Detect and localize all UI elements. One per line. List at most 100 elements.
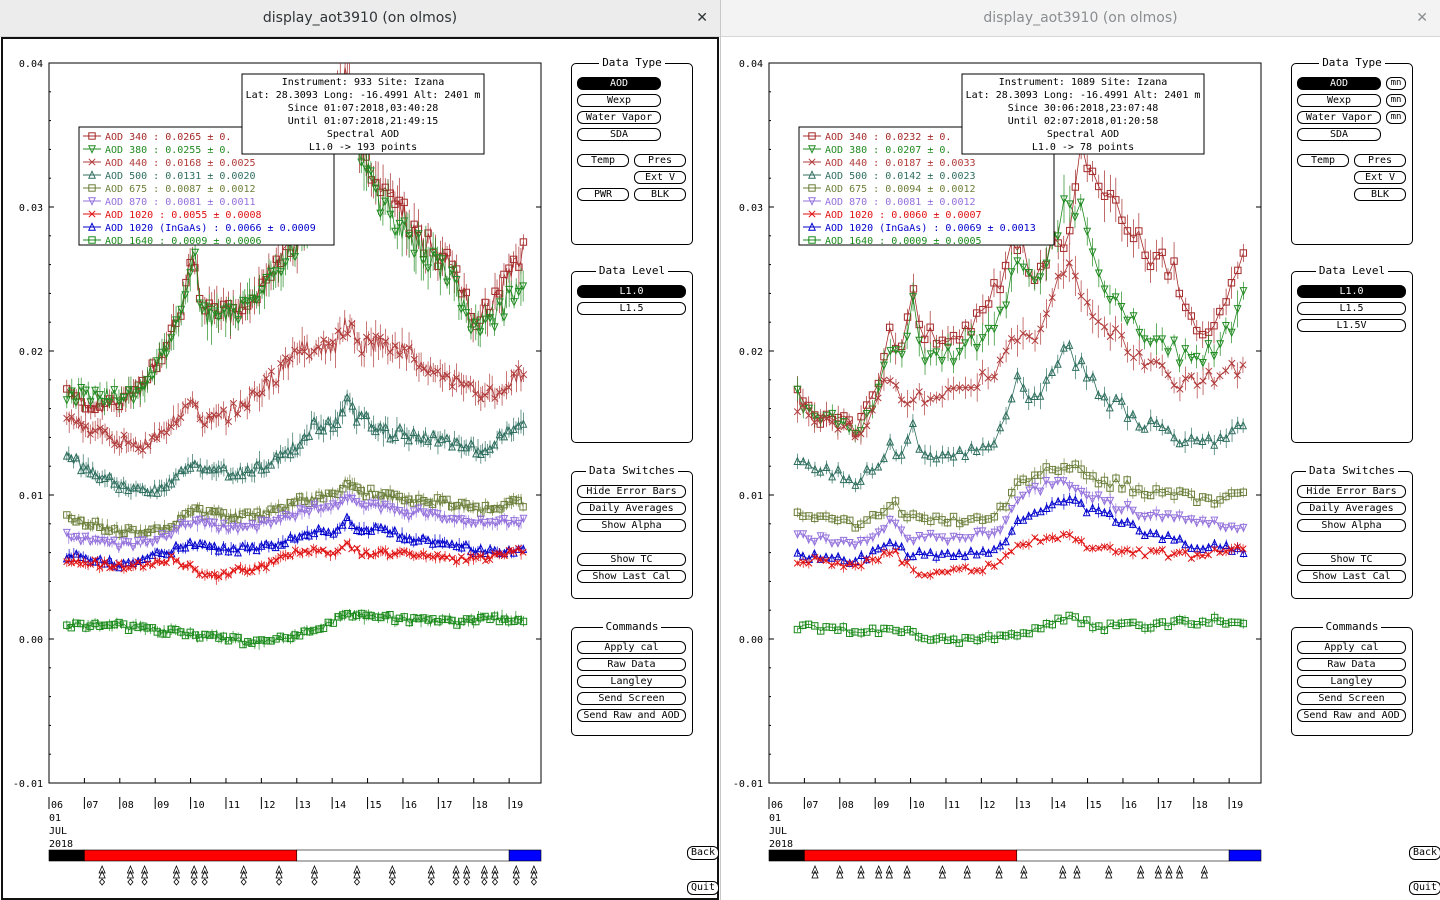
data-point [352,525,361,534]
switch-show-alpha-button[interactable]: Show Alpha [1297,519,1406,532]
data-point [233,470,242,480]
aod-button[interactable]: AOD [577,77,661,90]
data-point [515,263,523,271]
cmd-langley-button[interactable]: Langley [577,675,686,688]
timeline-segment [768,849,805,862]
data-point [863,628,871,636]
cmd-raw-data-button[interactable]: Raw Data [577,658,686,671]
sda-button[interactable]: SDA [1297,128,1381,141]
data-point [1019,383,1028,392]
left-close-icon[interactable]: ✕ [696,10,708,26]
blk-button[interactable]: BLK [634,188,686,201]
data-point [486,444,494,453]
switch-show-last-cal-button[interactable]: Show Last Cal [577,570,686,583]
timeline-marker [857,869,865,879]
wexp-button[interactable]: Wexp [1297,94,1381,107]
switch-show-last-cal-button[interactable]: Show Last Cal [1297,570,1406,583]
data-point [296,505,304,514]
data-point [973,636,981,645]
blk-button[interactable]: BLK [1354,188,1406,201]
data-point [495,617,504,626]
data-point [114,397,123,406]
data-point [133,482,142,492]
data-point [1210,516,1219,526]
switch-show-tc-button[interactable]: Show TC [1297,553,1406,566]
data-point [805,512,813,520]
data-point [420,497,428,505]
data-point [1204,432,1213,442]
quit-button[interactable]: Quit [1409,881,1440,895]
back-button[interactable]: Back [1409,846,1440,860]
data-point [124,438,132,447]
data-point [1094,318,1102,326]
data-level-button-l1-5[interactable]: L1.5 [577,302,686,315]
mn-toggle-button[interactable]: mn [1386,94,1406,107]
data-point [863,422,871,430]
data-point [1059,530,1067,539]
data-point [978,527,987,536]
data-point [885,515,894,525]
data-point [949,532,958,542]
switch-daily-averages-button[interactable]: Daily Averages [577,502,686,515]
switch-daily-averages-button[interactable]: Daily Averages [1297,502,1406,515]
data-level-button-l1-5v[interactable]: L1.5V [1297,319,1406,332]
switch-hide-error-bars-button[interactable]: Hide Error Bars [577,485,686,498]
water-vapor-button[interactable]: Water Vapor [1297,111,1381,124]
right-window-titlebar[interactable]: display_aot3910 (on olmos) ✕ [721,0,1440,37]
timeline-diamond [389,878,396,886]
data-switches-panel-title: Data Switches [1292,464,1412,478]
ext-v-button[interactable]: Ext V [634,171,686,184]
cmd-langley-button[interactable]: Langley [1297,675,1406,688]
temp-button[interactable]: Temp [577,154,629,167]
ext-v-button[interactable]: Ext V [1354,171,1406,184]
data-point [868,406,876,414]
data-level-button-l1-0[interactable]: L1.0 [577,285,686,298]
data-point [1146,338,1155,347]
data-point [926,323,934,331]
data-point [839,474,848,484]
data-level-button-l1-0[interactable]: L1.0 [1297,285,1406,298]
data-point [424,535,433,544]
legend-marker [88,145,96,154]
cmd-send-raw-and-aod-button[interactable]: Send Raw and AOD [577,709,686,722]
data-point [1042,259,1051,269]
x-tick-label: 14 [1054,800,1066,811]
right-close-icon[interactable]: ✕ [1416,10,1428,26]
back-button[interactable]: Back [687,846,720,860]
mn-toggle-button[interactable]: mn [1386,111,1406,124]
sda-button[interactable]: SDA [577,128,661,141]
cmd-raw-data-button[interactable]: Raw Data [1297,658,1406,671]
timeline-marker [140,869,149,879]
data-point [990,373,999,381]
temp-button[interactable]: Temp [1297,154,1349,167]
data-point [805,559,813,567]
switch-hide-error-bars-button[interactable]: Hide Error Bars [1297,485,1406,498]
data-level-button-l1-5[interactable]: L1.5 [1297,302,1406,315]
data-point [196,538,205,548]
pres-button[interactable]: Pres [1354,154,1406,167]
cmd-send-raw-and-aod-button[interactable]: Send Raw and AOD [1297,709,1406,722]
mn-toggle-button[interactable]: mn [1386,77,1406,90]
data-point [82,386,91,396]
data-point [476,328,485,337]
switch-show-alpha-button[interactable]: Show Alpha [577,519,686,532]
pwr-button[interactable]: PWR [577,188,629,201]
cmd-send-screen-button[interactable]: Send Screen [1297,692,1406,705]
pres-button[interactable]: Pres [634,154,686,167]
data-point [219,509,228,517]
left-window-titlebar[interactable]: display_aot3910 (on olmos) ✕ [0,0,720,37]
aod-button[interactable]: AOD [1297,77,1381,90]
cmd-apply-cal-button[interactable]: Apply cal [577,641,686,654]
cmd-send-screen-button[interactable]: Send Screen [577,692,686,705]
water-vapor-button[interactable]: Water Vapor [577,111,661,124]
data-point [105,398,114,408]
data-point [950,565,958,573]
data-point [272,255,280,263]
data-point [348,482,356,490]
data-point [362,492,370,501]
cmd-apply-cal-button[interactable]: Apply cal [1297,641,1406,654]
data-point [1176,385,1184,393]
quit-button[interactable]: Quit [687,881,720,895]
wexp-button[interactable]: Wexp [577,94,661,107]
switch-show-tc-button[interactable]: Show TC [577,553,686,566]
